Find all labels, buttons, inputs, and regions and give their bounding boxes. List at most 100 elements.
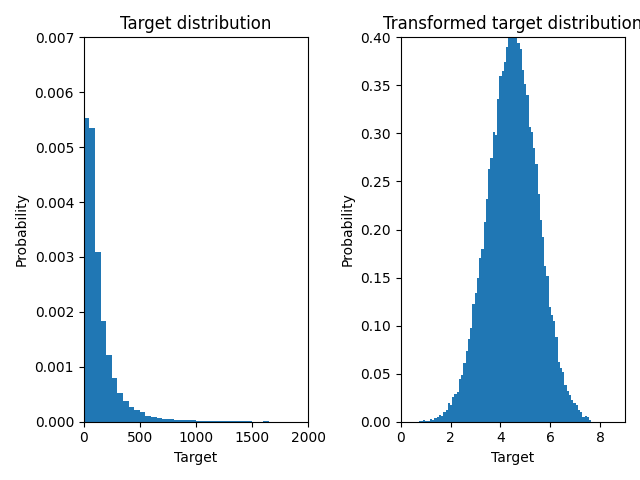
Bar (511, 29, 513, 422)
Bar (134, 410, 140, 422)
Bar (522, 70, 524, 422)
Bar (524, 84, 526, 422)
Bar (540, 220, 542, 422)
Bar (538, 194, 540, 422)
Bar (212, 421, 218, 422)
Title: Transformed target distribution: Transformed target distribution (383, 15, 640, 33)
Bar (584, 416, 587, 422)
Bar (475, 293, 477, 422)
Bar (436, 417, 439, 422)
Bar (461, 375, 463, 422)
Bar (448, 403, 450, 422)
Bar (486, 199, 488, 422)
Bar (466, 351, 468, 422)
Bar (479, 258, 481, 422)
Bar (477, 278, 479, 422)
Bar (450, 406, 452, 422)
Bar (484, 222, 486, 422)
Bar (106, 355, 112, 422)
Bar (168, 419, 173, 422)
Bar (575, 406, 578, 422)
Bar (140, 412, 145, 422)
Bar (497, 99, 499, 422)
Bar (459, 379, 461, 422)
X-axis label: Target: Target (492, 451, 534, 465)
Bar (423, 420, 426, 422)
Bar (218, 421, 224, 422)
Bar (513, 36, 515, 422)
Bar (173, 420, 179, 422)
Bar (587, 418, 589, 422)
Bar (535, 164, 538, 422)
Bar (506, 47, 508, 422)
Bar (435, 418, 436, 422)
Bar (428, 421, 430, 422)
Bar (470, 328, 472, 422)
Bar (224, 421, 230, 422)
Bar (560, 368, 562, 422)
Bar (578, 409, 580, 422)
Bar (515, 37, 517, 422)
Bar (179, 420, 185, 422)
Bar (488, 169, 490, 422)
Bar (457, 392, 459, 422)
Bar (553, 321, 556, 422)
Bar (557, 362, 560, 422)
Bar (504, 62, 506, 422)
Bar (439, 415, 441, 422)
Bar (123, 401, 129, 422)
Bar (533, 148, 535, 422)
Bar (157, 418, 163, 422)
Bar (202, 421, 207, 422)
Bar (517, 43, 520, 422)
Bar (185, 420, 190, 422)
Bar (430, 420, 432, 422)
Bar (207, 421, 212, 422)
Bar (556, 336, 557, 422)
Bar (582, 417, 584, 422)
Bar (508, 23, 511, 422)
Bar (548, 307, 551, 422)
Bar (468, 338, 470, 422)
Bar (444, 412, 445, 422)
Bar (493, 132, 495, 422)
Bar (95, 252, 100, 422)
Bar (445, 410, 448, 422)
Bar (520, 49, 522, 422)
Bar (526, 95, 529, 422)
Bar (163, 419, 168, 422)
Y-axis label: Probability: Probability (340, 192, 355, 266)
Bar (90, 128, 95, 422)
Bar (569, 395, 571, 422)
Bar (562, 372, 564, 422)
Bar (589, 420, 591, 422)
Bar (129, 407, 134, 422)
Bar (432, 420, 435, 422)
Bar (419, 421, 421, 422)
Bar (472, 304, 475, 422)
Bar (196, 420, 202, 422)
Bar (499, 76, 502, 422)
Bar (454, 394, 457, 422)
Bar (529, 127, 531, 422)
Bar (117, 394, 123, 422)
X-axis label: Target: Target (174, 451, 218, 465)
Bar (112, 379, 117, 422)
Bar (481, 249, 484, 422)
Bar (190, 420, 196, 422)
Bar (564, 384, 566, 422)
Bar (463, 363, 466, 422)
Bar (151, 417, 157, 422)
Bar (84, 119, 90, 422)
Bar (571, 400, 573, 422)
Y-axis label: Probability: Probability (15, 192, 29, 266)
Bar (145, 416, 151, 422)
Bar (580, 412, 582, 422)
Bar (544, 266, 547, 422)
Bar (542, 237, 544, 422)
Bar (502, 72, 504, 422)
Bar (573, 403, 575, 422)
Bar (100, 321, 106, 422)
Bar (551, 315, 553, 422)
Bar (531, 132, 533, 422)
